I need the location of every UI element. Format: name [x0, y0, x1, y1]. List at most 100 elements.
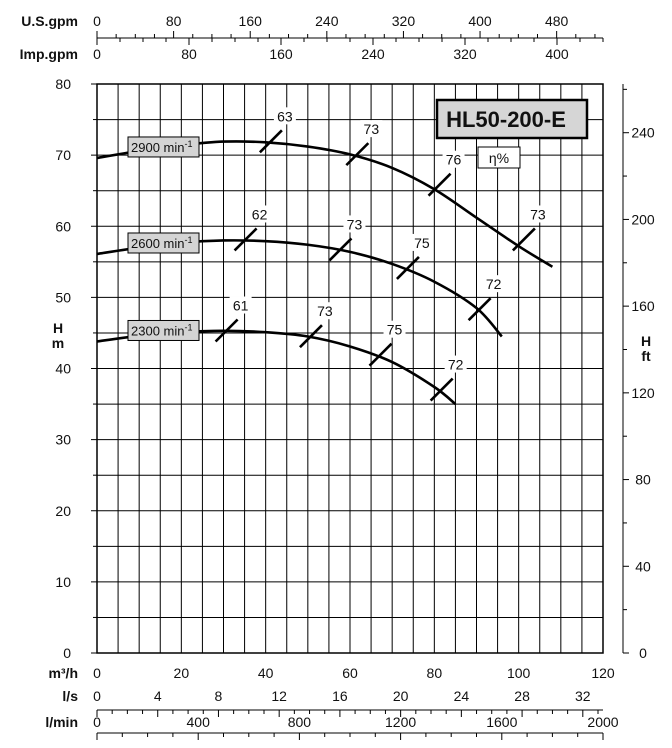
efficiency-mark	[214, 318, 239, 343]
y-tick-label: 40	[55, 361, 71, 377]
efficiency-mark	[233, 227, 258, 252]
y-tick-label: 60	[55, 218, 71, 234]
efficiency-mark	[368, 342, 393, 367]
efficiency-label-bg	[343, 215, 366, 233]
y-tick-label: 30	[55, 432, 71, 448]
secondary-tick-label: 80	[166, 13, 182, 29]
secondary-tick-label: 0	[93, 688, 101, 704]
right-tick-label: 40	[635, 558, 651, 574]
efficiency-mark	[299, 324, 323, 349]
efficiency-mark	[345, 142, 370, 167]
speed-label: 2900 min-1	[131, 139, 193, 155]
efficiency-label-bg	[313, 302, 336, 320]
efficiency-label: 75	[387, 322, 403, 338]
x-tick-label: 0	[93, 665, 101, 681]
efficiency-mark	[258, 129, 283, 154]
efficiency-marks: 63 73 76 73 62 73 75 72 61 73 75 72	[214, 107, 549, 402]
secondary-tick-label: 12	[271, 688, 287, 704]
efficiency-label-bg	[383, 320, 406, 338]
secondary-tick-label: 400	[545, 46, 569, 62]
efficiency-label-bg	[526, 205, 549, 223]
efficiency-label: 72	[486, 276, 502, 292]
secondary-tick-label: 160	[269, 46, 293, 62]
efficiency-label-bg	[444, 355, 467, 373]
secondary-tick-label: 160	[239, 13, 263, 29]
secondary-tick-label: 28	[514, 688, 530, 704]
speed-label: 2600 min-1	[131, 235, 193, 251]
grid	[96, 83, 604, 654]
efficiency-mark	[467, 297, 492, 322]
right-tick-label: 120	[631, 385, 655, 401]
y-tick-label: 20	[55, 503, 71, 519]
efficiency-label: 63	[277, 108, 293, 124]
secondary-tick-label: 0	[93, 46, 101, 62]
x-tick-label: 20	[174, 665, 190, 681]
secondary-tick-label: 400	[468, 13, 492, 29]
secondary-tick-label: 480	[545, 13, 569, 29]
secondary-tick-label: 240	[315, 13, 339, 29]
x-tick-label: 120	[591, 665, 615, 681]
secondary-tick-label: 240	[361, 46, 385, 62]
y-tick-label: 10	[55, 574, 71, 590]
efficiency-label: 73	[347, 216, 363, 232]
eta-legend-box	[477, 146, 521, 169]
secondary-tick-label: 0	[93, 714, 101, 730]
right-tick-label: 200	[631, 211, 655, 227]
efficiency-label: 76	[446, 152, 462, 168]
efficiency-label: 75	[414, 235, 430, 251]
curve-2300	[96, 329, 457, 406]
secondary-tick-label: 32	[575, 688, 591, 704]
speed-label-box	[127, 319, 200, 341]
x-axis-unit: m³/h	[48, 665, 78, 681]
secondary-tick-label: 8	[215, 688, 223, 704]
right-tick-label: 80	[635, 472, 651, 488]
efficiency-label: 73	[317, 303, 333, 319]
speed-label: 2300 min-1	[131, 322, 193, 338]
efficiency-label-bg	[360, 120, 383, 138]
secondary-tick-label: 80	[181, 46, 197, 62]
secondary-axis-unit: Imp.gpm	[20, 46, 78, 62]
secondary-axis-unit: l/min	[45, 714, 78, 730]
x-tick-label: 80	[427, 665, 443, 681]
model-box	[435, 98, 589, 140]
efficiency-label-bg	[442, 150, 465, 168]
secondary-tick-label: 16	[332, 688, 348, 704]
secondary-tick-label: 4	[154, 688, 162, 704]
efficiency-mark	[328, 237, 353, 262]
right-tick-label: 0	[639, 645, 647, 661]
secondary-axis-unit: l/s	[62, 688, 78, 704]
efficiency-label-bg	[410, 233, 433, 251]
right-tick-label: 240	[631, 125, 655, 141]
x-tick-label: 100	[507, 665, 531, 681]
secondary-tick-label: 400	[187, 714, 211, 730]
y-tick-label: 70	[55, 147, 71, 163]
y-tick-label: 50	[55, 289, 71, 305]
efficiency-label: 73	[364, 121, 380, 137]
efficiency-label-bg	[273, 107, 296, 125]
right-axis-label: H	[641, 333, 651, 349]
x-tick-label: 40	[258, 665, 274, 681]
eta-legend: η%	[489, 150, 509, 166]
efficiency-mark	[429, 377, 454, 402]
efficiency-mark	[427, 172, 452, 197]
right-tick-label: 160	[631, 298, 655, 314]
speed-label-box	[127, 232, 200, 254]
y-tick-label: 80	[55, 76, 71, 92]
efficiency-label-bg	[229, 296, 252, 314]
secondary-tick-label: 320	[453, 46, 477, 62]
secondary-tick-label: 20	[393, 688, 409, 704]
efficiency-label: 61	[233, 298, 249, 314]
secondary-tick-label: 1200	[385, 714, 416, 730]
efficiency-label-bg	[248, 205, 271, 223]
y-axis-label: H	[53, 320, 63, 336]
y-tick-label: 0	[63, 645, 71, 661]
secondary-tick-label: 0	[93, 13, 101, 29]
efficiency-label-bg	[482, 275, 505, 293]
y-axis-unit: m	[52, 335, 64, 351]
efficiency-mark	[396, 256, 420, 280]
efficiency-mark	[511, 227, 536, 252]
x-tick-label: 60	[342, 665, 358, 681]
efficiency-label: 62	[252, 206, 268, 222]
